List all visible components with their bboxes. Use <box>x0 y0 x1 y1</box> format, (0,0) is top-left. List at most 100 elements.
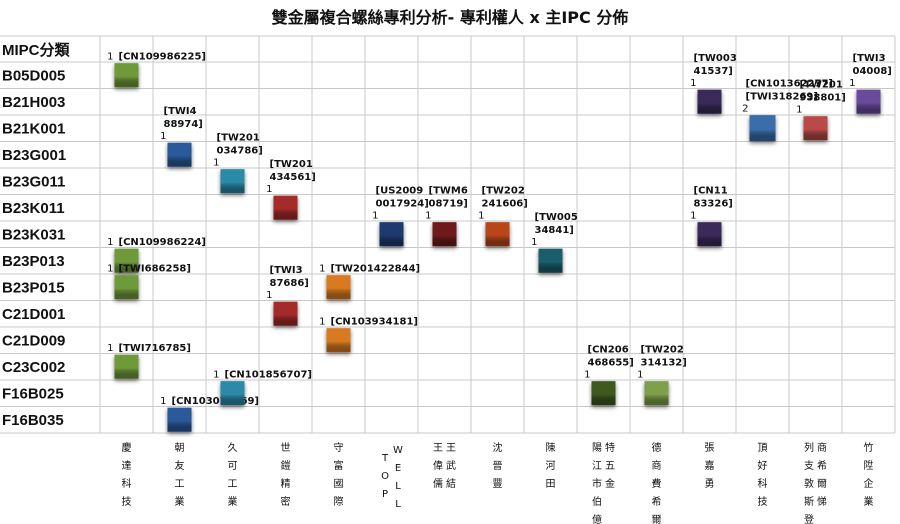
column-label-char: 張 <box>705 442 715 454</box>
column-label-char: 列 <box>804 441 814 454</box>
point-count-label: 1 <box>690 210 696 221</box>
patent-label: [US2009 <box>376 185 424 196</box>
column-label-char: 晉 <box>493 460 503 472</box>
point-count-label: 1 <box>319 263 325 274</box>
column-label-char: 登 <box>804 513 814 524</box>
row-label: B21H003 <box>2 94 65 111</box>
patent-label: [TWI3 <box>853 53 886 64</box>
bubble-marker-shade <box>167 407 192 432</box>
patent-label: [CN103071969] <box>172 396 259 407</box>
row-label: B23K011 <box>2 200 65 217</box>
column-label-char: 久 <box>228 442 238 454</box>
column-label-char: 希 <box>652 495 662 508</box>
column-label-char: 科 <box>122 477 132 490</box>
point-count-label: 2 <box>742 103 748 114</box>
column-label-char: 沈 <box>493 441 503 454</box>
bubble-marker-shade <box>273 195 298 220</box>
bubble-marker-shade <box>485 222 510 247</box>
column-label-char: W <box>393 445 403 456</box>
bubble-marker-shade <box>803 116 828 141</box>
point-count-label: 1 <box>107 237 113 248</box>
chart-title: 雙金屬複合螺絲專利分析- 專利權人 x 主IPC 分佈 <box>271 8 629 27</box>
bubble-marker-shade <box>749 115 776 142</box>
column-label-char: 河 <box>546 460 556 472</box>
bubble-marker-shade <box>167 142 192 167</box>
column-label-char: 守 <box>334 441 344 454</box>
row-label: B23G011 <box>2 173 65 190</box>
column-label-char: 好 <box>758 460 768 472</box>
point-count-label: 1 <box>319 316 325 327</box>
column-label-char: 業 <box>175 495 185 508</box>
patent-label: [CN109986224] <box>119 237 206 248</box>
patent-label: [CN206 <box>588 344 629 355</box>
patent-label: [TW202 <box>482 185 525 196</box>
patent-label: 34841] <box>535 225 574 236</box>
column-label-char: 王 <box>433 443 443 454</box>
row-label: C21D009 <box>2 332 65 349</box>
column-label-char: 友 <box>175 459 185 472</box>
patent-label: 468655] <box>588 357 634 368</box>
column-label-char: 希 <box>817 459 827 472</box>
bubble-marker-shade <box>273 301 298 326</box>
patent-label: 04008] <box>853 66 892 77</box>
column-label-char: 費 <box>652 477 662 490</box>
bubble-marker-shade <box>114 275 139 300</box>
column-label-char: 密 <box>281 495 291 508</box>
column-label-char: 工 <box>175 479 185 490</box>
patent-label: [TWI3 <box>270 265 303 276</box>
point-count-label: 1 <box>478 210 484 221</box>
column-label-char: 工 <box>228 479 238 490</box>
column-label-char: 勇 <box>705 478 715 490</box>
point-count-label: 1 <box>637 369 643 380</box>
column-label-char: 悌 <box>817 495 827 508</box>
bubble-marker-shade <box>326 275 351 300</box>
patent-label: [TW201422844] <box>331 263 421 274</box>
column-label-char: L <box>395 481 401 492</box>
column-label-char: 陞 <box>864 459 874 472</box>
patent-label: 434561] <box>270 172 316 183</box>
column-label-char: 商 <box>817 441 827 454</box>
bubble-marker-shade <box>538 248 563 273</box>
column-label-char: 偉 <box>433 460 443 472</box>
column-label-char: 業 <box>228 495 238 508</box>
bubble-marker-shade <box>591 381 616 406</box>
patent-label: [TWI318269] <box>746 91 818 102</box>
patent-label: [TW005 <box>535 212 578 223</box>
column-label-char: 可 <box>228 461 238 472</box>
column-label-char: 特 <box>605 442 615 454</box>
column-label-char: 陳 <box>546 442 556 454</box>
column-label-char: 際 <box>334 496 344 508</box>
bubble-marker-shade <box>644 381 669 406</box>
column-label-char: 五 <box>605 461 615 472</box>
bubble-marker-shade <box>220 169 245 194</box>
point-count-label: 1 <box>266 290 272 301</box>
bubble-marker-shade <box>379 222 404 247</box>
patent-label: [TW201 <box>217 132 260 143</box>
column-label-char: 爾 <box>817 478 827 490</box>
column-label-char: 豐 <box>493 477 503 490</box>
column-label-char: L <box>395 499 401 510</box>
row-label: C21D001 <box>2 306 65 323</box>
column-label-char: P <box>382 489 388 500</box>
column-label-char: 精 <box>281 477 291 490</box>
column-label-char: 爾 <box>652 514 662 524</box>
patent-label: [TWI716785] <box>119 343 191 354</box>
row-label: B23G001 <box>2 147 66 164</box>
row-label: C23C002 <box>2 359 65 376</box>
column-label-char: 商 <box>652 459 662 472</box>
column-label-char: 敦 <box>804 477 814 490</box>
column-label-char: 朝 <box>175 442 185 454</box>
point-count-label: 1 <box>213 369 219 380</box>
bubble-marker-shade <box>326 328 351 353</box>
column-label-char: E <box>395 463 401 474</box>
column-label-char: 斯 <box>804 495 814 508</box>
bubble-marker-shade <box>114 248 139 273</box>
column-label-char: 王 <box>446 443 456 454</box>
patent-label: [TW201 <box>800 79 843 90</box>
column-label-char: 儒 <box>433 477 443 490</box>
column-label-char: 慶 <box>122 441 132 454</box>
point-count-label: 1 <box>690 78 696 89</box>
row-label: B21K001 <box>2 120 65 137</box>
patent-label: 938801] <box>800 92 846 103</box>
bubble-marker-shade <box>856 89 881 114</box>
